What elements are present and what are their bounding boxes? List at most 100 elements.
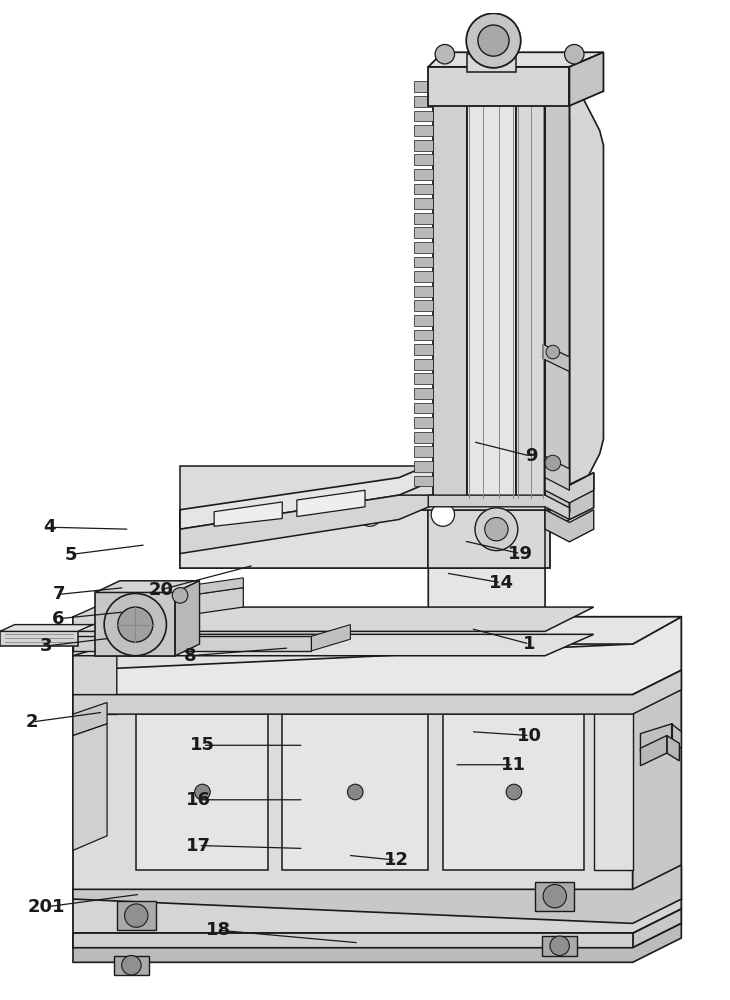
- Polygon shape: [414, 140, 433, 151]
- Polygon shape: [114, 956, 149, 975]
- Polygon shape: [633, 670, 681, 899]
- Polygon shape: [73, 617, 681, 695]
- Text: 3: 3: [40, 637, 53, 655]
- Polygon shape: [414, 476, 433, 486]
- Polygon shape: [137, 714, 268, 870]
- Polygon shape: [414, 388, 433, 399]
- Polygon shape: [214, 502, 283, 526]
- Circle shape: [280, 503, 304, 526]
- Polygon shape: [73, 695, 633, 899]
- Circle shape: [564, 44, 584, 64]
- Polygon shape: [73, 702, 107, 736]
- Circle shape: [506, 784, 522, 800]
- Polygon shape: [569, 72, 604, 513]
- Polygon shape: [73, 634, 593, 656]
- Polygon shape: [414, 154, 433, 165]
- Polygon shape: [73, 636, 312, 651]
- Polygon shape: [414, 359, 433, 370]
- Polygon shape: [180, 529, 550, 568]
- Polygon shape: [73, 670, 681, 714]
- Polygon shape: [414, 330, 433, 340]
- Polygon shape: [180, 473, 593, 529]
- Text: 2: 2: [26, 713, 39, 731]
- Circle shape: [550, 936, 569, 956]
- Polygon shape: [414, 344, 433, 355]
- Circle shape: [172, 588, 188, 603]
- Circle shape: [358, 503, 382, 526]
- Polygon shape: [593, 695, 633, 870]
- Polygon shape: [414, 300, 433, 311]
- Polygon shape: [535, 882, 575, 911]
- Polygon shape: [96, 592, 175, 656]
- Polygon shape: [414, 198, 433, 209]
- Polygon shape: [414, 184, 433, 194]
- Polygon shape: [543, 344, 569, 372]
- Circle shape: [545, 455, 561, 471]
- Polygon shape: [414, 213, 433, 224]
- Polygon shape: [414, 417, 433, 428]
- Text: 12: 12: [383, 851, 409, 869]
- Polygon shape: [429, 67, 569, 106]
- Polygon shape: [73, 923, 681, 962]
- Polygon shape: [180, 495, 438, 554]
- Text: 11: 11: [501, 756, 526, 774]
- Polygon shape: [414, 315, 433, 326]
- Circle shape: [122, 956, 141, 975]
- Text: 8: 8: [184, 647, 196, 665]
- Text: 5: 5: [64, 546, 77, 564]
- Polygon shape: [180, 510, 429, 568]
- Polygon shape: [545, 510, 593, 542]
- Polygon shape: [467, 54, 516, 72]
- Text: 7: 7: [53, 585, 65, 603]
- Polygon shape: [569, 52, 604, 106]
- Polygon shape: [640, 724, 681, 751]
- Polygon shape: [96, 581, 199, 592]
- Polygon shape: [414, 432, 433, 443]
- Polygon shape: [73, 617, 681, 670]
- Circle shape: [475, 508, 518, 551]
- Text: 1: 1: [523, 635, 536, 653]
- Polygon shape: [312, 625, 350, 651]
- Polygon shape: [429, 495, 569, 519]
- Text: 17: 17: [186, 837, 211, 855]
- Polygon shape: [117, 901, 155, 930]
- Polygon shape: [433, 67, 467, 500]
- Polygon shape: [414, 111, 433, 121]
- Polygon shape: [467, 67, 516, 500]
- Text: 15: 15: [191, 736, 215, 754]
- Circle shape: [199, 510, 219, 529]
- Polygon shape: [297, 490, 365, 517]
- Polygon shape: [550, 488, 593, 529]
- Circle shape: [195, 784, 210, 800]
- Polygon shape: [542, 936, 577, 956]
- Polygon shape: [414, 286, 433, 297]
- Polygon shape: [414, 271, 433, 282]
- Text: 20: 20: [149, 581, 174, 599]
- Circle shape: [118, 607, 153, 642]
- Text: 18: 18: [206, 921, 231, 939]
- Circle shape: [485, 518, 508, 541]
- Polygon shape: [73, 607, 593, 631]
- Polygon shape: [414, 169, 433, 180]
- Polygon shape: [73, 695, 117, 714]
- Polygon shape: [414, 125, 433, 136]
- Polygon shape: [429, 510, 545, 568]
- Polygon shape: [175, 588, 243, 617]
- Circle shape: [435, 44, 455, 64]
- Polygon shape: [283, 714, 429, 870]
- Polygon shape: [414, 461, 433, 472]
- Polygon shape: [545, 456, 569, 490]
- Polygon shape: [414, 257, 433, 267]
- Circle shape: [466, 13, 520, 68]
- Text: 201: 201: [28, 898, 65, 916]
- Polygon shape: [414, 242, 433, 253]
- Text: 16: 16: [186, 791, 211, 809]
- Polygon shape: [180, 461, 438, 529]
- Polygon shape: [640, 736, 680, 766]
- Polygon shape: [414, 403, 433, 413]
- Polygon shape: [73, 933, 633, 948]
- Polygon shape: [545, 473, 593, 503]
- Polygon shape: [414, 96, 433, 107]
- Polygon shape: [545, 67, 569, 513]
- Circle shape: [104, 593, 166, 656]
